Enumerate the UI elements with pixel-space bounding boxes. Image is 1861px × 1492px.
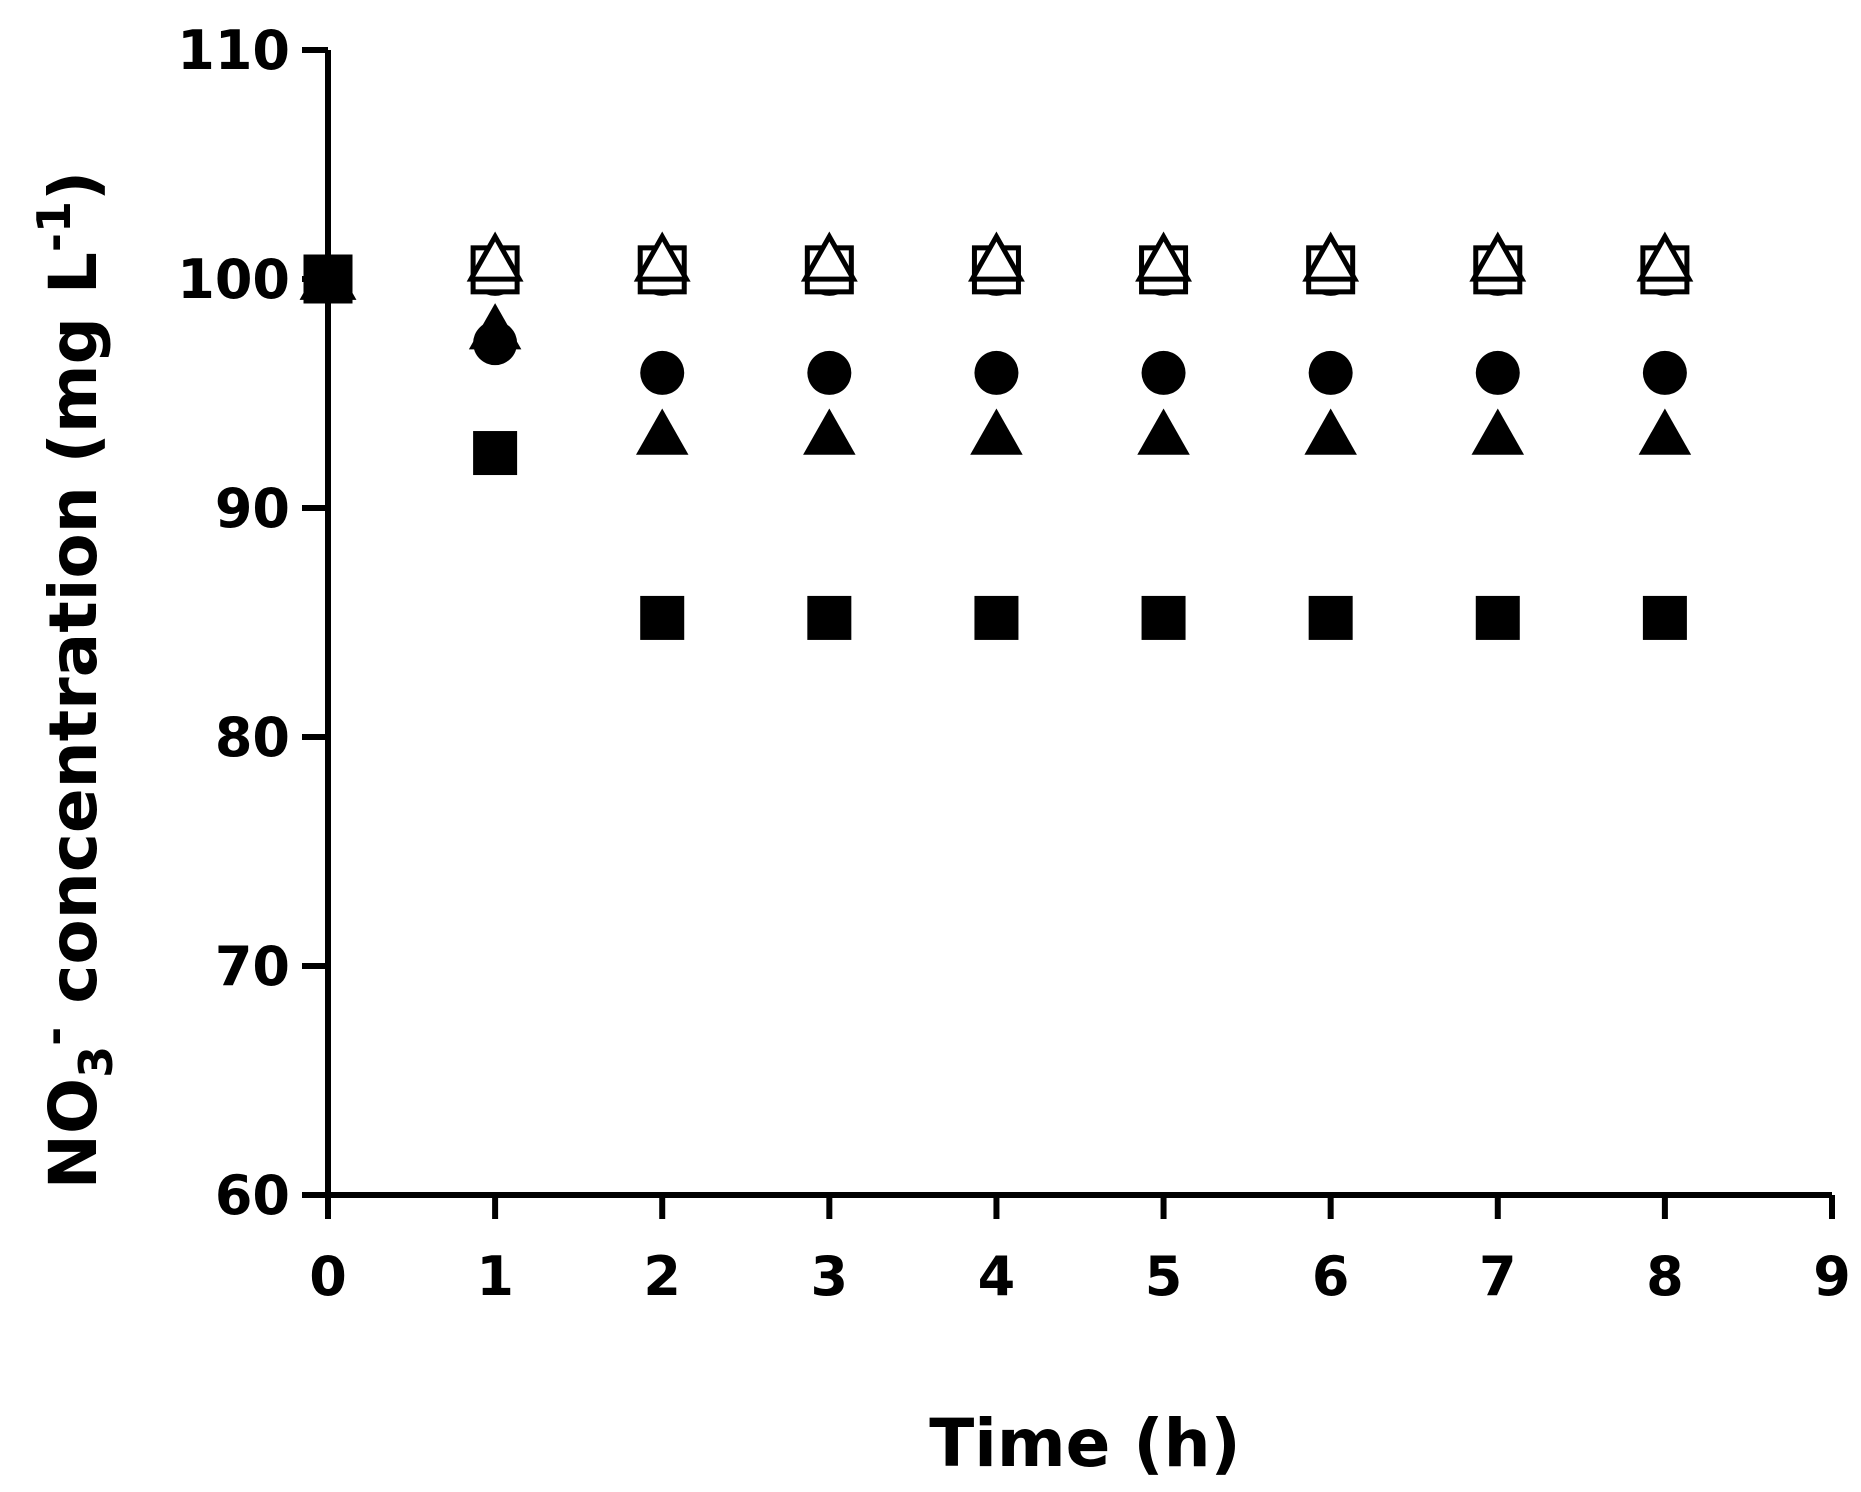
data-markers bbox=[299, 231, 1694, 640]
y-tick-label: 100 bbox=[177, 248, 290, 311]
triangle-filled-marker bbox=[635, 408, 689, 455]
x-tick-label: 0 bbox=[309, 1245, 347, 1308]
triangle-filled-marker bbox=[1471, 408, 1525, 455]
y-axis-title-superscript: - bbox=[27, 1027, 81, 1046]
circle-filled-marker bbox=[640, 350, 685, 395]
x-tick-label: 5 bbox=[1145, 1245, 1183, 1308]
circle-filled-marker bbox=[1642, 350, 1687, 395]
triangle-filled-marker bbox=[1137, 408, 1190, 455]
triangle-open-marker bbox=[1302, 231, 1360, 282]
triangle-open-marker bbox=[1636, 231, 1694, 282]
square-filled-marker bbox=[640, 595, 685, 640]
triangle-filled-marker bbox=[468, 303, 522, 350]
x-tick-label: 3 bbox=[811, 1245, 849, 1308]
triangle-open-marker bbox=[633, 231, 691, 282]
y-axis-title-base: NO bbox=[35, 1078, 112, 1189]
y-ticks: 60 70 80 90 100 110 bbox=[177, 19, 328, 1227]
y-tick-label: 80 bbox=[215, 706, 290, 769]
square-filled-marker bbox=[473, 431, 518, 476]
x-ticks: 0 1 2 3 4 5 6 7 8 9 bbox=[309, 1195, 1851, 1308]
axes bbox=[325, 50, 1832, 1198]
y-axis-title-text: concentration (mg L bbox=[35, 252, 112, 1027]
triangle-filled-marker bbox=[803, 408, 856, 455]
circle-filled-marker bbox=[807, 350, 852, 395]
square-filled-marker bbox=[306, 257, 350, 301]
circle-filled-marker bbox=[1141, 350, 1186, 395]
x-axis-title: Time (h) bbox=[929, 1405, 1240, 1482]
square-filled-marker bbox=[807, 595, 852, 640]
y-axis-title-subscript: 3 bbox=[69, 1046, 123, 1078]
triangle-filled-marker bbox=[1638, 408, 1692, 455]
triangle-open-marker bbox=[800, 231, 858, 282]
triangle-open-marker bbox=[968, 231, 1025, 282]
triangle-filled-marker bbox=[970, 408, 1023, 455]
x-tick-label: 2 bbox=[643, 1245, 681, 1308]
square-filled-marker bbox=[974, 595, 1019, 640]
triangle-filled-marker bbox=[1304, 408, 1357, 455]
circle-filled-marker bbox=[1475, 350, 1520, 395]
triangle-open-marker bbox=[1135, 231, 1192, 282]
x-tick-label: 7 bbox=[1479, 1245, 1517, 1308]
y-tick-label: 90 bbox=[215, 477, 290, 540]
y-tick-label: 70 bbox=[215, 935, 290, 998]
circle-filled-marker bbox=[974, 350, 1019, 395]
y-axis-title-close: ) bbox=[35, 171, 112, 201]
x-tick-label: 6 bbox=[1312, 1245, 1350, 1308]
y-axis-title-unit-exponent: -1 bbox=[27, 201, 81, 252]
x-tick-label: 9 bbox=[1813, 1245, 1851, 1308]
y-axis-title: NO3- concentration (mg L-1) bbox=[27, 171, 123, 1189]
x-tick-label: 1 bbox=[476, 1245, 514, 1308]
triangle-open-marker bbox=[1469, 231, 1527, 282]
y-tick-label: 60 bbox=[215, 1164, 290, 1227]
square-filled-marker bbox=[1475, 595, 1520, 640]
y-tick-label: 110 bbox=[177, 19, 290, 82]
triangle-open-marker bbox=[466, 231, 524, 282]
square-filled-marker bbox=[1308, 595, 1353, 640]
square-filled-marker bbox=[1642, 595, 1687, 640]
x-tick-label: 4 bbox=[978, 1245, 1016, 1308]
x-tick-label: 8 bbox=[1646, 1245, 1684, 1308]
circle-filled-marker bbox=[1308, 350, 1353, 395]
square-filled-marker bbox=[1141, 595, 1186, 640]
